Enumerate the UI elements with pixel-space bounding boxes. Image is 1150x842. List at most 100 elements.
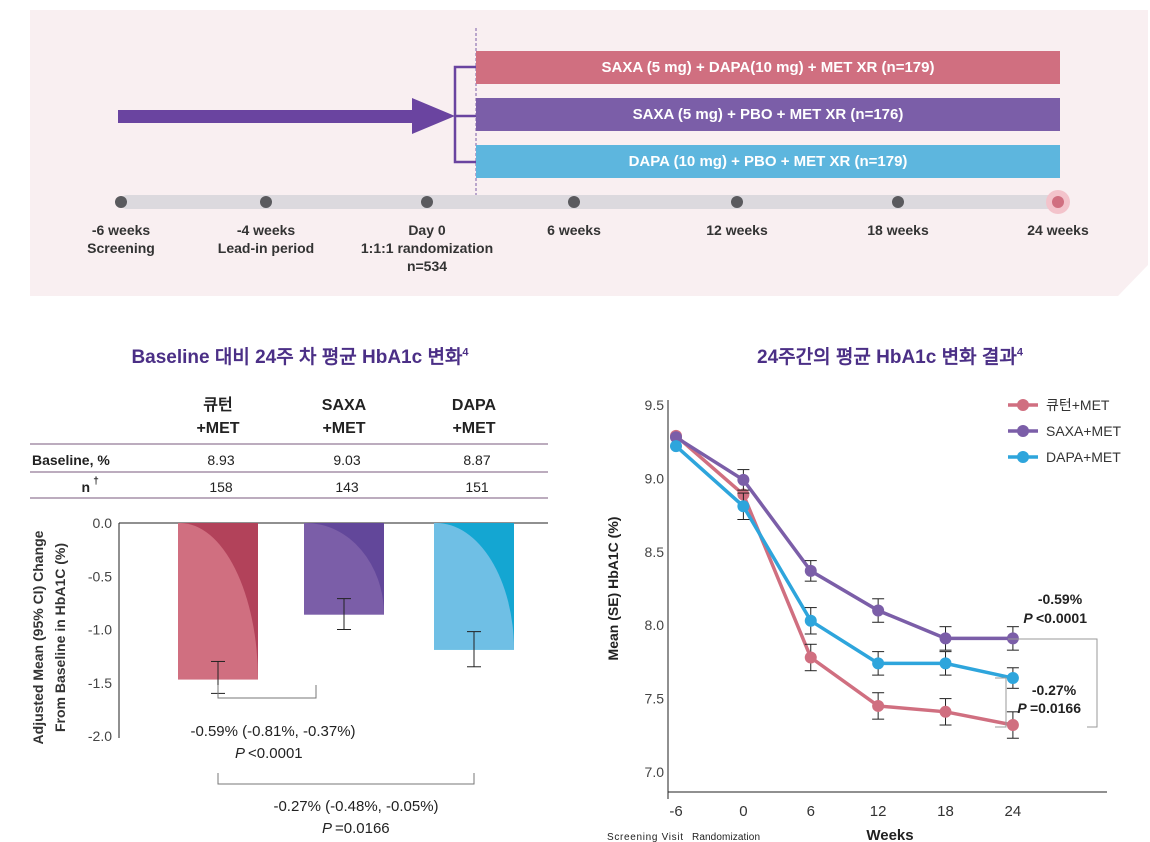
series-line: [674, 444, 1014, 680]
legend-label: SAXA+MET: [1046, 423, 1122, 439]
data-point: [872, 604, 885, 617]
x-tick-label: 24: [1005, 803, 1022, 820]
timeline-track: [120, 195, 1060, 209]
data-point: [939, 657, 952, 670]
y-tick-label: 9.0: [645, 470, 665, 486]
y-tick-label: 7.0: [645, 764, 665, 780]
bar: [434, 523, 514, 650]
table-header-line1: SAXA: [322, 397, 367, 414]
timeline-label-line1: 24 weeks: [1027, 222, 1089, 238]
table-cell: 143: [335, 479, 359, 495]
x-sub-label: Randomization: [692, 832, 760, 842]
data-point: [804, 651, 817, 664]
x-tick-label: 0: [739, 803, 747, 820]
lead-in-arrow-head: [412, 98, 455, 134]
y-axis-label-line2: From Baseline in HbA1C (%): [52, 543, 68, 732]
right-title-text: 24주간의 평균 HbA1c 변화 결과: [757, 347, 1017, 368]
data-point: [872, 657, 885, 670]
data-point: [804, 564, 817, 577]
y-tick-label: -1.5: [88, 675, 112, 691]
table-cell: 8.87: [463, 452, 490, 468]
timeline-label: 24 weeks: [978, 221, 1138, 239]
y-axis-label-line1: Adjusted Mean (95% CI) Change: [30, 530, 46, 744]
y-tick-label: 9.5: [645, 397, 665, 413]
comparison-bracket-dapa: [995, 677, 1007, 728]
timeline-label-line1: Day 0: [408, 222, 446, 238]
timeline-label: -4 weeks Lead-in period: [186, 221, 346, 257]
timeline-label-line1: -6 weeks: [91, 222, 151, 238]
table-header-line2: +MET: [452, 420, 495, 437]
comparison-saxa-diff: -0.59%: [1038, 591, 1083, 607]
comparison-bracket-saxa: [217, 685, 317, 699]
table-row-label-sup: †: [93, 476, 99, 487]
data-point: [1006, 719, 1019, 732]
table-header-line1: 큐턴: [203, 396, 232, 414]
legend-label: 큐턴+MET: [1046, 397, 1110, 413]
comparison-saxa-diff: -0.59% (-0.81%, -0.37%): [190, 723, 355, 740]
comparison-dapa-p: =0.0166: [335, 820, 390, 837]
legend-label: DAPA+MET: [1046, 449, 1121, 465]
p-prefix: P: [235, 745, 245, 762]
comparison-saxa-p: <0.0001: [248, 745, 303, 762]
x-tick-label: -6: [669, 803, 682, 820]
bar-chart: 큐턴 +MET SAXA +MET DAPA +MET Baseline, % n † 8.93 9…: [30, 396, 548, 837]
table-cell: 158: [209, 479, 233, 495]
p-prefix: P: [1023, 610, 1033, 626]
y-axis-label: Mean (SE) HbA1C (%): [605, 517, 621, 661]
comparison-saxa-p: <0.0001: [1036, 610, 1087, 626]
table-header-line2: +MET: [196, 420, 239, 437]
y-tick-label: 0.0: [93, 515, 113, 531]
legend-marker: [1017, 451, 1029, 463]
timeline-label-line1: 12 weeks: [706, 222, 768, 238]
timeline-label: 18 weeks: [818, 221, 978, 239]
data-point: [670, 440, 682, 453]
right-chart-title: 24주간의 평균 HbA1c 변화 결과4: [640, 342, 1140, 369]
y-tick-label: 8.5: [645, 544, 665, 560]
table-header-line2: +MET: [322, 420, 365, 437]
series-line: [674, 434, 1014, 727]
treatment-arm-2: SAXA (5 mg) + PBO + MET XR (n=176): [476, 98, 1060, 131]
y-tick-label: -0.5: [88, 568, 112, 584]
series-line: [675, 435, 1013, 641]
y-tick-label: -2.0: [88, 728, 112, 744]
p-prefix: P: [1017, 700, 1027, 716]
legend-marker: [1017, 425, 1029, 437]
timeline-dot: [568, 196, 580, 208]
table-header-line1: DAPA: [452, 397, 497, 414]
comparison-dapa-diff: -0.27%: [1032, 682, 1077, 698]
timeline-label-line1: 6 weeks: [547, 222, 601, 238]
left-title-text: Baseline 대비 24주 차 평균 HbA1c 변화: [131, 347, 463, 368]
timeline-label: -6 weeks Screening: [41, 221, 201, 257]
timeline-dot: [115, 196, 127, 208]
right-title-ref: 4: [1016, 346, 1023, 359]
comparison-dapa-diff: -0.27% (-0.48%, -0.05%): [273, 798, 438, 815]
bar: [304, 523, 384, 615]
data-point: [939, 632, 952, 645]
timeline-label: Day 0 1:1:1 randomization n=534: [347, 221, 507, 275]
x-tick-label: 12: [870, 803, 887, 820]
timeline-label: 12 weeks: [657, 221, 817, 239]
timeline-dot: [1052, 196, 1064, 208]
timeline-dot: [892, 196, 904, 208]
table-row-label: Baseline, %: [32, 452, 110, 468]
timeline-label-line2: 1:1:1 randomization: [360, 240, 494, 256]
x-axis-label: Weeks: [866, 827, 913, 842]
timeline-label-line1: 18 weeks: [867, 222, 929, 238]
comparison-bracket-dapa: [217, 773, 475, 785]
data-point: [872, 699, 885, 712]
x-tick-label: 18: [937, 803, 954, 820]
y-tick-label: -1.0: [88, 622, 112, 638]
timeline-label-line2: Screening: [87, 240, 155, 256]
timeline-dot: [421, 196, 433, 208]
left-title-ref: 4: [462, 346, 469, 359]
bar: [178, 523, 258, 680]
data-point: [939, 705, 952, 718]
arm-label: DAPA (10 mg) + PBO + MET XR (n=179): [628, 153, 908, 170]
table-row-label: n: [81, 479, 90, 495]
timeline-dot: [260, 196, 272, 208]
data-point: [670, 431, 682, 444]
lead-in-arrow-shaft: [118, 110, 418, 123]
table-cell: 8.93: [207, 452, 234, 468]
timeline-label: 6 weeks: [494, 221, 654, 239]
comparison-bracket-saxa: [1008, 638, 1098, 728]
